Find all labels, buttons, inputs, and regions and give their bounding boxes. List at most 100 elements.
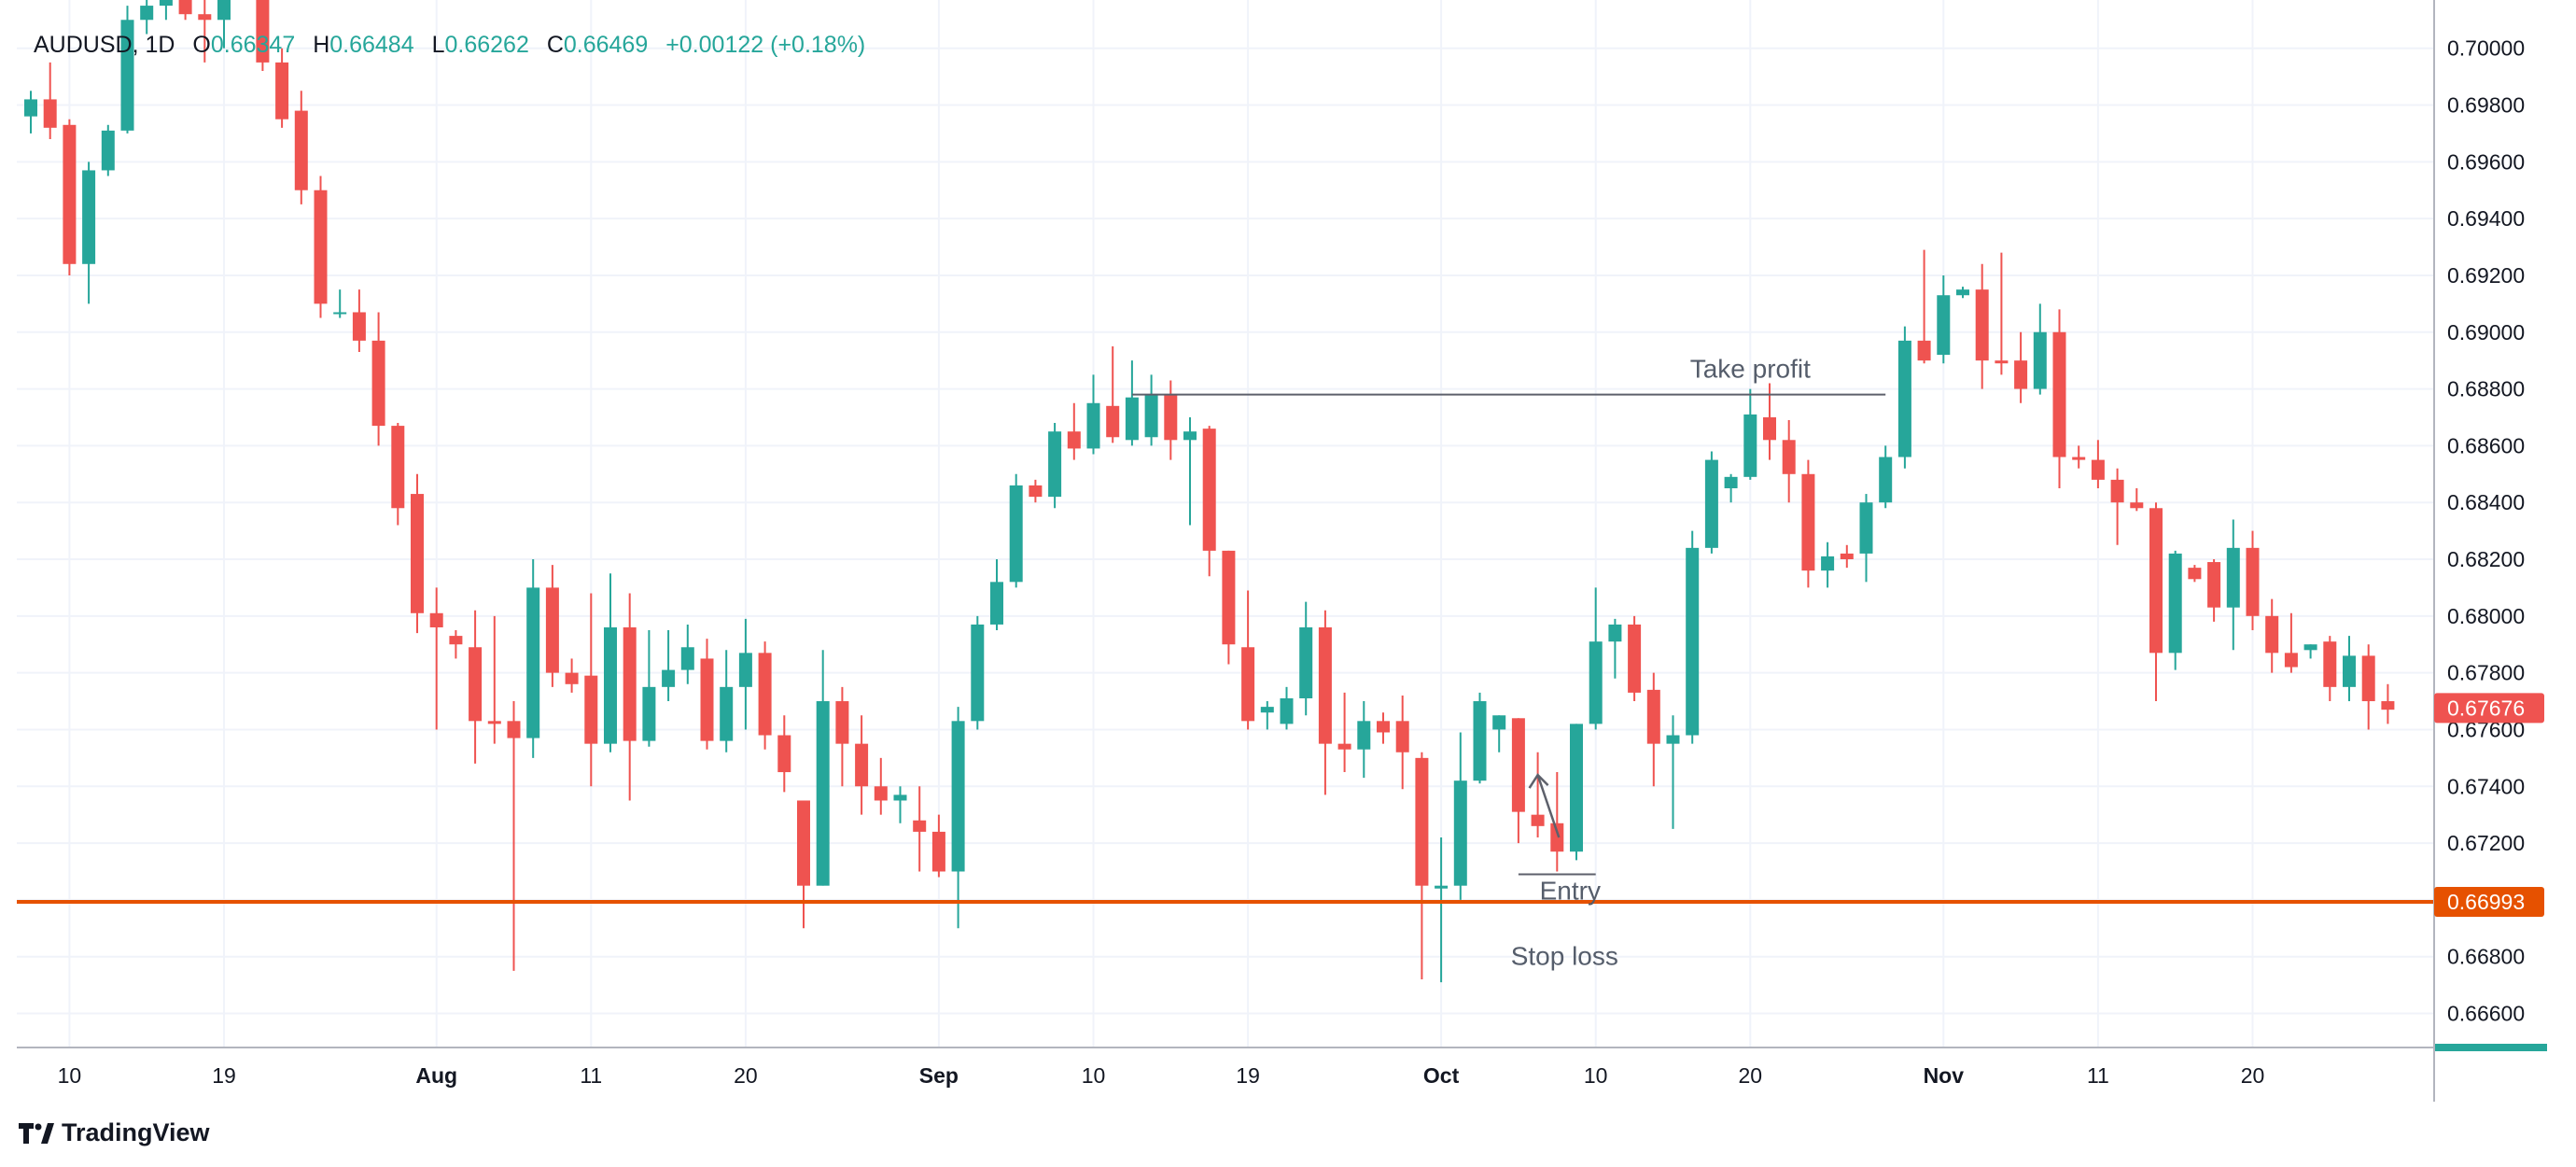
symbol-name[interactable]: AUDUSD (34, 32, 133, 58)
candle-body[interactable] (1859, 502, 1873, 554)
candle-body[interactable] (1511, 718, 1525, 812)
candle-body[interactable] (1377, 721, 1390, 733)
interval-label[interactable]: 1D (145, 32, 175, 58)
candle-body[interactable] (1879, 457, 1893, 503)
level-price-tag[interactable]: 0.66993 (2447, 890, 2525, 914)
candle-body[interactable] (1280, 698, 1294, 724)
candle-body[interactable] (1531, 814, 1545, 826)
candle-body[interactable] (429, 612, 443, 627)
candle-body[interactable] (487, 721, 501, 724)
candle-body[interactable] (1608, 624, 1622, 642)
candle-body[interactable] (1628, 624, 1642, 693)
candle-body[interactable] (2188, 568, 2202, 580)
candle-body[interactable] (1202, 429, 1216, 551)
candle-body[interactable] (217, 0, 231, 21)
candle-body[interactable] (1801, 473, 1815, 571)
candle-body[interactable] (352, 312, 366, 341)
candle-body[interactable] (1704, 459, 1718, 548)
candle-body[interactable] (411, 494, 424, 613)
candle-body[interactable] (449, 636, 463, 645)
annotation-take-profit[interactable]: Take profit (1690, 355, 1811, 384)
candle-body[interactable] (101, 130, 115, 171)
candle-body[interactable] (1435, 885, 1449, 889)
candle-body[interactable] (1357, 721, 1371, 750)
candle-body[interactable] (314, 190, 328, 304)
annotation-entry[interactable]: Entry (1540, 877, 1601, 906)
candle-body[interactable] (2284, 653, 2298, 668)
candle-body[interactable] (1917, 340, 1931, 361)
candle-body[interactable] (1724, 476, 1738, 488)
candle-body[interactable] (1125, 397, 1139, 441)
level-price-tag-bg[interactable] (2434, 887, 2544, 918)
candle-body[interactable] (758, 653, 772, 736)
candle-body[interactable] (2168, 553, 2182, 654)
candle-body[interactable] (178, 0, 192, 15)
candle-body[interactable] (1415, 757, 1429, 886)
candle-body[interactable] (2091, 459, 2105, 480)
candle-body[interactable] (2207, 562, 2221, 608)
candle-body[interactable] (507, 721, 521, 738)
candle-body[interactable] (2226, 547, 2240, 608)
candle-body[interactable] (642, 686, 656, 741)
candle-body[interactable] (2303, 644, 2317, 651)
candle-body[interactable] (1897, 340, 1911, 457)
candle-body[interactable] (1473, 701, 1487, 781)
candle-body[interactable] (275, 62, 289, 120)
candle-body[interactable] (1782, 440, 1796, 474)
candle-body[interactable] (816, 701, 830, 886)
candle-body[interactable] (1821, 555, 1835, 571)
candle-body[interactable] (1106, 405, 1120, 438)
candle-body[interactable] (1763, 416, 1776, 441)
candle-body[interactable] (1453, 780, 1467, 886)
candle-body[interactable] (720, 686, 734, 741)
last-price-tag-bg[interactable] (2434, 693, 2544, 724)
candle-body[interactable] (2014, 360, 2028, 389)
candle-body[interactable] (24, 99, 37, 117)
candle-body[interactable] (1318, 626, 1332, 744)
candle-body[interactable] (2033, 331, 2047, 389)
candle-body[interactable] (1337, 743, 1351, 750)
candle-body[interactable] (565, 672, 579, 684)
candle-body[interactable] (893, 794, 907, 801)
candle-body[interactable] (1299, 626, 1313, 698)
candle-body[interactable] (545, 587, 559, 673)
candle-body[interactable] (1686, 547, 1700, 736)
candle-body[interactable] (1995, 360, 2009, 364)
candle-body[interactable] (855, 743, 869, 787)
candle-body[interactable] (700, 658, 714, 741)
candle-body[interactable] (43, 99, 57, 128)
candle-body[interactable] (1956, 289, 1969, 296)
candle-body[interactable] (120, 20, 134, 131)
tradingview-logo[interactable]: TradingView (19, 1118, 210, 1147)
candle-body[interactable] (2246, 547, 2260, 616)
candle-body[interactable] (1937, 295, 1951, 356)
candle-body[interactable] (1975, 289, 1989, 361)
candle-body[interactable] (835, 701, 849, 744)
candle-body[interactable] (1395, 721, 1409, 752)
candle-body[interactable] (1260, 707, 1274, 713)
candle-body[interactable] (391, 426, 405, 509)
candle-body[interactable] (2323, 641, 2337, 687)
candle-body[interactable] (1183, 431, 1197, 441)
candle-body[interactable] (159, 0, 173, 7)
candle-body[interactable] (526, 587, 540, 738)
candle-body[interactable] (1164, 394, 1178, 441)
candle-body[interactable] (990, 582, 1003, 625)
candle-body[interactable] (777, 735, 791, 773)
candle-body[interactable] (874, 786, 888, 801)
candle-body[interactable] (1009, 485, 1023, 583)
candle-body[interactable] (797, 800, 810, 886)
candle-body[interactable] (1241, 647, 1255, 722)
candle-body[interactable] (623, 626, 637, 741)
candle-body[interactable] (2110, 479, 2124, 503)
candle-body[interactable] (294, 110, 308, 190)
candle-body[interactable] (2361, 655, 2375, 702)
candle-body[interactable] (584, 675, 598, 744)
candle-body[interactable] (1570, 724, 1583, 852)
candle-body[interactable] (951, 721, 965, 872)
candle-body[interactable] (1743, 414, 1757, 477)
candle-body[interactable] (662, 669, 676, 687)
candle-body[interactable] (2381, 701, 2395, 710)
candle-body[interactable] (680, 647, 694, 670)
